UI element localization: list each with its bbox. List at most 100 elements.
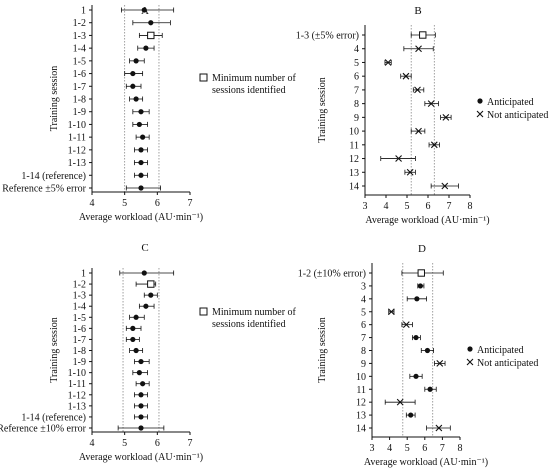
panel-b-title: B xyxy=(414,5,421,17)
panel-c-row-label: 1-5 xyxy=(73,313,86,324)
panel-a-row-label: Reference ±5% error xyxy=(2,184,86,195)
panel-b-point-cross xyxy=(406,168,414,176)
panel-b-row-mark xyxy=(412,86,425,94)
panel-b-row-label: 9 xyxy=(354,113,359,124)
panel-a-row-mark xyxy=(125,185,162,191)
panel-a-point-circle xyxy=(130,83,136,89)
panel-b-x-tick-label: 8 xyxy=(468,201,473,212)
panel-c-point-circle xyxy=(130,325,136,331)
panel-b-x-tick-label: 5 xyxy=(405,201,410,212)
panel-d-x-tick-label: 6 xyxy=(422,443,427,454)
panel-b-legend-point-circle xyxy=(477,98,483,104)
panel-a-row-label: 1-13 xyxy=(68,158,86,169)
panel-a-row-mark xyxy=(137,45,155,51)
panel-b-point-cross xyxy=(415,127,422,135)
panel-d-point-square xyxy=(417,269,425,277)
panel-c-point-circle xyxy=(138,425,144,431)
panel-a-row-label: 1-4 xyxy=(73,44,86,55)
panel-b-row-label: 7 xyxy=(354,85,359,96)
panel-d-point-cross xyxy=(402,321,410,329)
panel-c-point-circle xyxy=(140,381,146,387)
panel-d-row-mark xyxy=(426,424,451,432)
panel-c-x-tick-label: 4 xyxy=(90,438,95,449)
panel-b-row-mark xyxy=(404,168,416,176)
panel-c-row-label: 1-3 xyxy=(73,291,86,302)
panel-a-row-mark xyxy=(135,134,150,140)
panel-d-row-mark xyxy=(401,269,444,277)
panel-d-legend: Anticipated Not anticipated xyxy=(466,345,538,369)
panel-b-point-cross xyxy=(402,72,410,80)
panel-a-row-mark xyxy=(129,58,145,64)
panel-b-point-square xyxy=(419,31,427,39)
panel-b-row-label: 13 xyxy=(349,168,359,179)
panel-b-point-cross xyxy=(427,100,435,108)
panel-c-point-circle xyxy=(143,303,149,309)
panel-c-legend-label-line2: sessions identified xyxy=(212,319,286,330)
panel-c-row-label: 1-6 xyxy=(73,324,86,335)
panel-c-point-circle xyxy=(138,392,144,398)
panel-d-title: D xyxy=(418,243,426,255)
panel-b-point-cross xyxy=(384,59,392,66)
panel-a-x-tick-label: 7 xyxy=(188,198,193,209)
panel-a: A4567Average workload (AU·min⁻¹)Training… xyxy=(2,5,297,223)
panel-c-legend-label-line1: Minimum number of xyxy=(212,307,297,318)
panel-b-row-mark xyxy=(440,113,452,121)
panel-a-point-circle xyxy=(133,96,139,102)
panel-a-row-label: 1-7 xyxy=(73,82,86,93)
panel-c-row-mark xyxy=(129,347,144,354)
panel-b-point-cross xyxy=(430,141,438,149)
panel-a-row-mark xyxy=(121,7,175,13)
panel-b-row-mark xyxy=(430,182,459,190)
panel-b-row-label: 1-3 (±5% error) xyxy=(296,31,359,42)
panel-a-point-circle xyxy=(143,45,149,51)
panel-d-legend-point-cross xyxy=(466,358,474,366)
panel-d-legend-label: Anticipated xyxy=(477,345,524,356)
panel-c-row-label: 1-14 (reference) xyxy=(21,412,86,423)
panel-c-row-mark xyxy=(134,392,148,398)
panel-c-row-mark xyxy=(134,403,148,409)
panel-d-x-tick-label: 7 xyxy=(440,443,445,454)
panel-c-row-label: 1-4 xyxy=(73,302,86,313)
panel-a-row-mark xyxy=(134,147,148,153)
panel-d-row-label: 11 xyxy=(356,385,366,396)
panel-a-row-mark xyxy=(125,83,142,89)
panel-b-point-cross xyxy=(414,86,421,94)
panel-b-legend: Anticipated Not anticipated xyxy=(476,97,548,121)
panel-c-row-mark xyxy=(138,303,155,309)
panel-a-legend-label-line2: sessions identified xyxy=(212,85,286,96)
panel-d-x-tick-label: 4 xyxy=(387,443,392,454)
panel-b-x-tick-label: 4 xyxy=(384,201,389,212)
panel-c-row-mark xyxy=(143,292,158,298)
panel-b-row-label: 12 xyxy=(349,154,359,165)
panel-a-x-axis-label: Average workload (AU·min⁻¹) xyxy=(79,212,203,223)
panel-c-row-mark xyxy=(134,414,148,420)
panel-a-row-mark xyxy=(134,159,148,166)
panel-c-point-circle xyxy=(130,336,136,343)
panel-b-row-label: 4 xyxy=(354,44,359,55)
panel-a-point-square xyxy=(147,31,155,40)
panel-d-y-axis-label: Training session xyxy=(317,317,328,382)
panel-b: B 3 4 5 6 7 8 Average workload (AU·min⁻¹) Traini… xyxy=(296,5,549,226)
panel-d-x-tick-label: 8 xyxy=(458,443,463,454)
panel-d-point-circle xyxy=(408,412,414,418)
panel-c-x-tick-label: 6 xyxy=(155,438,160,449)
panel-a-point-circle xyxy=(130,70,136,77)
panel-a-point-circle xyxy=(138,147,144,153)
panel-d-row-label: 6 xyxy=(361,320,366,331)
panel-c-row-mark xyxy=(125,325,142,331)
panel-b-row-label: 5 xyxy=(354,58,359,69)
panel-d-row-label: 13 xyxy=(356,411,366,422)
panel-c-row-label: 1-10 xyxy=(68,368,86,379)
panel-a-point-circle xyxy=(138,172,144,178)
panel-a-row-mark xyxy=(138,31,163,40)
panel-d-row-label: 3 xyxy=(361,281,366,292)
panel-c-point-circle xyxy=(133,314,139,320)
panel-d-point-circle xyxy=(424,347,431,354)
panel-a-row-label: 1-2 xyxy=(73,18,86,29)
panel-b-point-cross xyxy=(442,113,450,121)
panel-d-point-circle xyxy=(427,386,433,392)
panel-d-legend-label: Not anticipated xyxy=(477,358,538,369)
panel-d-point-circle xyxy=(417,283,423,289)
panel-c-legend-square-swatch xyxy=(199,307,208,316)
panel-b-x-tick-label: 6 xyxy=(426,201,431,212)
